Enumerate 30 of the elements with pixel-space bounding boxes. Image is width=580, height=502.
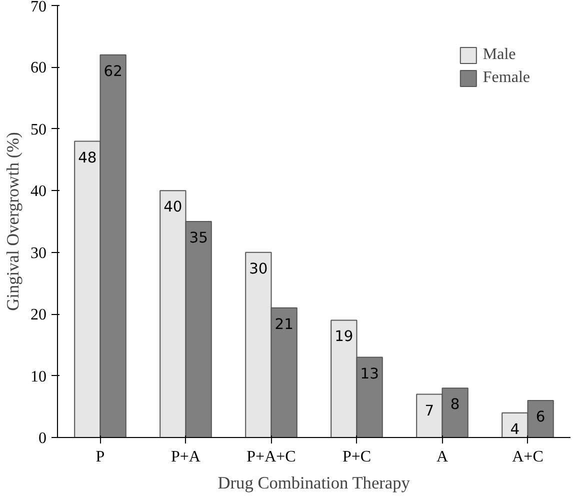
- data-label: 7: [424, 402, 434, 420]
- legend-label: Female: [482, 69, 530, 87]
- data-label: 40: [164, 198, 182, 216]
- data-label: 21: [274, 316, 294, 333]
- x-tick-label: P+A+C: [246, 448, 296, 466]
- y-tick-label: 20: [30, 306, 46, 324]
- data-label: 48: [78, 149, 97, 166]
- data-label: 19: [334, 328, 354, 346]
- y-tick-label: 40: [30, 183, 46, 200]
- y-tick-label: 10: [30, 368, 46, 386]
- y-tick-label: 0: [38, 430, 46, 447]
- x-tick-label: A: [436, 448, 448, 466]
- data-label: 13: [360, 365, 379, 382]
- data-label: 30: [249, 260, 268, 278]
- x-tick-label: P+A: [171, 448, 201, 466]
- legend-label: Male: [482, 46, 516, 64]
- data-label: 4: [510, 420, 520, 438]
- x-tick-label: P: [96, 448, 105, 466]
- data-label: 6: [536, 408, 546, 426]
- x-tick-label: A+C: [512, 448, 544, 466]
- x-tick-label: P+C: [342, 448, 372, 466]
- y-tick-label: 30: [30, 244, 46, 262]
- data-label: 62: [104, 62, 122, 80]
- y-tick-label: 60: [30, 60, 46, 77]
- y-tick-label: 50: [30, 121, 46, 138]
- y-tick-label: 70: [30, 0, 46, 16]
- y-axis-title: Gingival Overgrowth (%): [4, 132, 22, 311]
- data-label: 35: [189, 230, 208, 246]
- x-axis-title: Drug Combination Therapy: [218, 474, 410, 492]
- data-label: 8: [450, 396, 460, 414]
